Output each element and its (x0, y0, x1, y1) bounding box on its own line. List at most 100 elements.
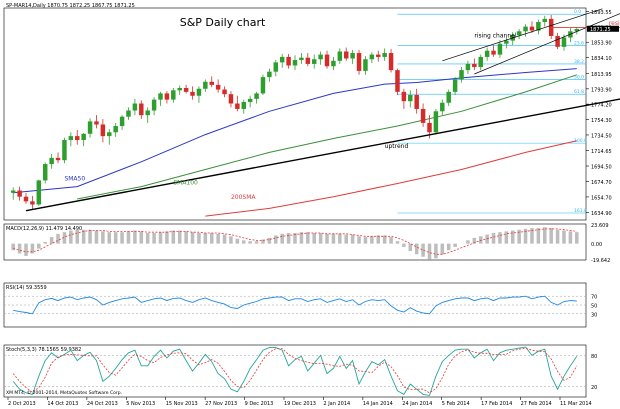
panel-frame-macd (3, 223, 587, 261)
candle-body (292, 60, 298, 66)
candle-body (119, 116, 125, 127)
candle-body (356, 53, 362, 71)
x-tick-label: 19 Dec 2013 (284, 401, 316, 407)
x-tick-label: 5 Nov 2013 (126, 401, 155, 407)
candle-body (183, 87, 189, 92)
candle-body (561, 37, 567, 47)
candle-body (497, 43, 503, 55)
candle-body (420, 108, 426, 123)
candle-body (324, 54, 330, 67)
x-tick-label: 27 Feb 2014 (521, 401, 552, 407)
ma-line-200sma (205, 140, 577, 217)
ma-line-sma50 (13, 68, 577, 194)
channel-upper-line (442, 8, 603, 62)
candle-body (491, 50, 496, 55)
candle-body (241, 101, 247, 109)
candle-body (190, 91, 195, 96)
price-tick-label: 1834.10 (591, 56, 612, 62)
candle-body (145, 110, 150, 116)
candle-body (209, 81, 214, 85)
price-tick-label: 1754.30 (591, 118, 612, 124)
candle-body (311, 59, 317, 64)
candle-body (427, 122, 432, 133)
x-tick-label: 9 Dec 2013 (245, 401, 274, 407)
candle-body (337, 51, 343, 61)
current-price-marker (587, 25, 619, 32)
fib-level-label: 100.0 (574, 138, 587, 144)
x-tick-label: 15 Nov 2013 (166, 401, 198, 407)
candle-body (132, 103, 138, 111)
candle-body (235, 103, 240, 109)
candle-body (350, 53, 355, 59)
price-tick-label: 1893.55 (591, 10, 612, 16)
candle-body (177, 87, 182, 91)
candle-body (414, 94, 419, 109)
candle-body (318, 54, 323, 60)
candle-body (305, 57, 311, 64)
candle-body (504, 40, 509, 44)
candle-body (62, 140, 67, 161)
fib-level-label: 161.8 (574, 208, 587, 214)
panel-frame-stoch (3, 344, 587, 398)
stoch-tick-label: 20 (591, 385, 597, 391)
stoch-label: Stoch(5,3,3) 78.1565 59.9382 (6, 347, 81, 353)
candle-body (516, 31, 522, 36)
candle-body (267, 71, 272, 78)
candle-body (465, 63, 471, 71)
candle-body (555, 35, 560, 47)
candle-body (408, 94, 413, 102)
candle-body (446, 91, 451, 103)
rsi-tick-label: 50 (591, 304, 597, 310)
x-tick-label: 17 Feb 2014 (481, 401, 512, 407)
price-tick-label: 1714.65 (591, 149, 612, 155)
fib-level-label: 23.6 (574, 40, 584, 46)
candle-body (30, 201, 35, 205)
candle-body (254, 93, 259, 99)
candle-body (440, 102, 445, 112)
panel-frame-main (3, 7, 587, 221)
candle-body (459, 70, 464, 80)
chart-title: S&P Daily chart (180, 16, 266, 29)
chart-header: SP-MAR14,Daily 1870.75 1872.25 1867.75 1… (6, 3, 135, 9)
candle-body (574, 28, 580, 32)
fib-level-label: 0.0 (574, 9, 581, 15)
stoch-main-line (12, 346, 578, 396)
macd-tick-label: 23.609 (591, 223, 609, 229)
candle-body (49, 157, 54, 165)
resistance-label: resistance (609, 20, 620, 27)
macd-tick-label: 0.00 (591, 242, 602, 248)
x-tick-label: 14 Oct 2013 (47, 401, 78, 407)
price-tick-label: 1694.50 (591, 165, 612, 171)
candle-body (260, 77, 266, 94)
rsi-tick-label: 30 (591, 312, 597, 318)
candle-body (55, 157, 61, 161)
candle-body (536, 21, 541, 31)
candle-body (395, 70, 400, 92)
candle-body (401, 91, 407, 102)
candle-body (343, 51, 349, 59)
candle-body (23, 196, 29, 202)
price-tick-label: 1634.90 (591, 211, 612, 217)
candle-body (126, 110, 131, 117)
price-tick-label: 1674.70 (591, 180, 612, 186)
stoch-tick-label: 80 (591, 354, 597, 360)
candle-body (247, 98, 253, 102)
rising-channel-label: rising channel (474, 33, 517, 40)
x-tick-label: 27 Nov 2013 (205, 401, 237, 407)
sma100-label: SMA100 (173, 179, 198, 186)
rsi-label: RSI(14) 59.3559 (6, 285, 47, 291)
candle-body (286, 56, 291, 66)
x-tick-label: 24 Jan 2014 (402, 401, 432, 407)
macd-tick-label: -19.642 (591, 258, 610, 264)
candle-body (164, 93, 170, 100)
candle-body (222, 89, 227, 95)
candle-body (139, 103, 144, 116)
candle-body (388, 53, 394, 71)
candle-body (273, 62, 279, 72)
candle-body (17, 190, 22, 197)
candle-body (113, 126, 118, 133)
candle-body (472, 63, 477, 68)
candle-body (452, 79, 458, 92)
candle-body (75, 136, 80, 141)
